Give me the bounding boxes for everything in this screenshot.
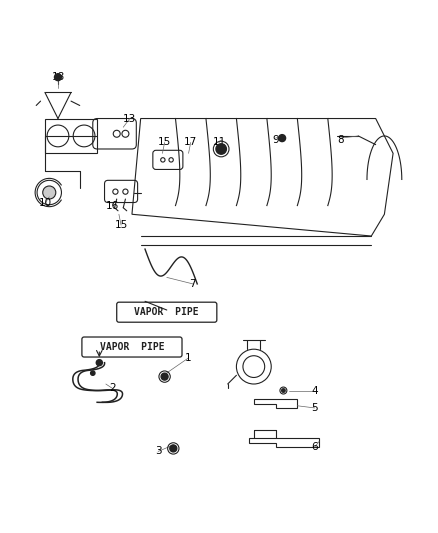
Text: 15: 15 xyxy=(158,138,171,148)
Text: 7: 7 xyxy=(190,279,196,289)
Circle shape xyxy=(91,371,95,375)
Text: 8: 8 xyxy=(338,135,344,146)
Text: 10: 10 xyxy=(39,198,52,208)
Circle shape xyxy=(216,144,226,154)
Text: 1: 1 xyxy=(185,353,192,363)
Text: VAPOR  PIPE: VAPOR PIPE xyxy=(99,342,164,352)
Text: 4: 4 xyxy=(311,385,318,395)
Circle shape xyxy=(96,360,102,366)
Circle shape xyxy=(161,373,168,380)
Text: 15: 15 xyxy=(114,220,128,230)
Text: 18: 18 xyxy=(51,72,64,82)
Text: 17: 17 xyxy=(184,138,198,148)
Circle shape xyxy=(43,186,56,199)
Circle shape xyxy=(279,135,286,142)
Text: 16: 16 xyxy=(106,200,119,211)
Text: VAPOR  PIPE: VAPOR PIPE xyxy=(134,307,199,317)
Text: 5: 5 xyxy=(311,403,318,413)
Text: 6: 6 xyxy=(311,442,318,452)
Text: 3: 3 xyxy=(155,447,161,456)
Circle shape xyxy=(170,445,177,452)
Text: 2: 2 xyxy=(109,383,116,393)
Circle shape xyxy=(282,389,285,392)
Circle shape xyxy=(54,74,61,80)
Text: 11: 11 xyxy=(212,138,226,148)
Text: 13: 13 xyxy=(123,114,136,124)
Text: 9: 9 xyxy=(272,135,279,146)
